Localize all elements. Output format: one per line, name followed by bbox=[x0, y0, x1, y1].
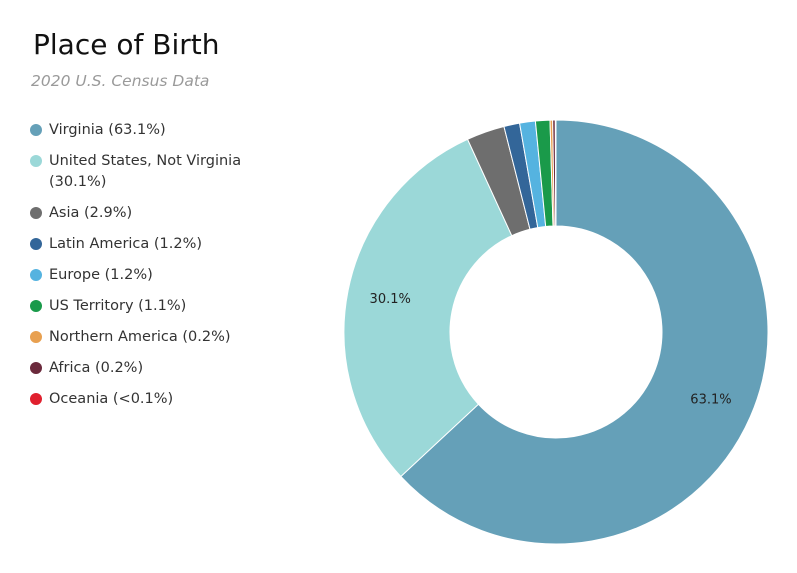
legend-label: Virginia (63.1%) bbox=[49, 122, 166, 138]
legend-label: Oceania (<0.1%) bbox=[49, 391, 174, 407]
legend-item[interactable]: Northern America (0.2%) bbox=[30, 327, 300, 348]
legend-swatch bbox=[30, 300, 42, 312]
legend-label: Africa (0.2%) bbox=[49, 360, 144, 376]
data-label: 30.1% bbox=[370, 292, 411, 307]
slice-united-states-not-virginia[interactable] bbox=[343, 138, 513, 478]
legend-item[interactable]: Europe (1.2%) bbox=[30, 265, 300, 286]
legend: Virginia (63.1%) United States, Not Virgi… bbox=[30, 120, 300, 420]
legend-swatch bbox=[30, 393, 42, 405]
legend-item[interactable]: Africa (0.2%) bbox=[30, 358, 300, 379]
legend-swatch bbox=[30, 331, 42, 343]
data-label: 63.1% bbox=[690, 392, 731, 407]
legend-swatch bbox=[30, 207, 42, 219]
legend-swatch bbox=[30, 155, 42, 167]
legend-item[interactable]: Asia (2.9%) bbox=[30, 203, 300, 224]
legend-label: Latin America (1.2%) bbox=[49, 236, 203, 252]
chart-subtitle: 2020 U.S. Census Data bbox=[31, 72, 210, 90]
legend-swatch bbox=[30, 362, 42, 374]
chart-title: Place of Birth bbox=[33, 28, 220, 61]
legend-swatch bbox=[30, 238, 42, 250]
legend-item[interactable]: Oceania (<0.1%) bbox=[30, 389, 300, 410]
legend-item[interactable]: United States, Not Virginia (30.1%) bbox=[30, 151, 300, 193]
legend-item[interactable]: US Territory (1.1%) bbox=[30, 296, 300, 317]
legend-label: US Territory (1.1%) bbox=[49, 298, 187, 314]
legend-label: United States, Not Virginia (30.1%) bbox=[49, 153, 242, 190]
slice-virginia[interactable] bbox=[400, 119, 769, 545]
legend-label: Asia (2.9%) bbox=[49, 205, 133, 221]
legend-label: Northern America (0.2%) bbox=[49, 329, 231, 345]
legend-swatch bbox=[30, 269, 42, 281]
legend-label: Europe (1.2%) bbox=[49, 267, 153, 283]
slice-oceania[interactable] bbox=[554, 119, 557, 227]
legend-item[interactable]: Latin America (1.2%) bbox=[30, 234, 300, 255]
legend-item[interactable]: Virginia (63.1%) bbox=[30, 120, 300, 141]
legend-swatch bbox=[30, 124, 42, 136]
